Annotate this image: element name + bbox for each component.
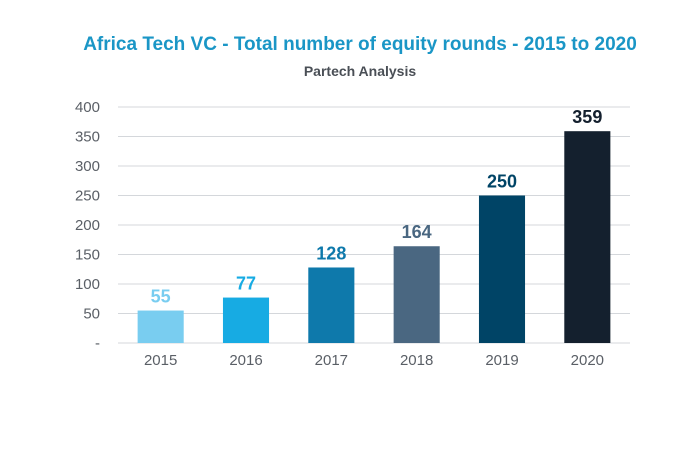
y-tick-label: 250 — [75, 188, 100, 205]
y-tick-label: 400 — [75, 99, 100, 116]
y-tick-label: 150 — [75, 247, 100, 264]
bar-2017 — [308, 267, 355, 343]
bar-2020 — [564, 131, 611, 343]
y-axis-ticks: - 50 100 150 200 250 300 350 400 — [75, 99, 100, 352]
x-axis-ticks: 2015 2016 2017 2018 2019 2020 — [144, 352, 604, 369]
chart-subtitle: Partech Analysis — [304, 63, 417, 79]
x-tick-label: 2018 — [400, 352, 433, 369]
gridlines — [118, 106, 630, 344]
chart-title: Africa Tech VC - Total number of equity … — [83, 34, 637, 55]
bars — [137, 131, 611, 343]
data-label: 55 — [151, 287, 171, 307]
bar-2019 — [478, 195, 526, 343]
y-tick-label: 350 — [75, 129, 100, 146]
y-tick-label: 50 — [83, 306, 100, 323]
bar-2015 — [137, 310, 184, 343]
bar-2016 — [222, 297, 270, 343]
x-tick-label: 2017 — [315, 352, 348, 369]
x-tick-label: 2015 — [144, 352, 177, 369]
data-labels: 55 77 128 164 250 359 — [151, 107, 603, 306]
data-label: 359 — [572, 107, 602, 127]
data-label: 77 — [236, 274, 256, 294]
x-tick-label: 2016 — [229, 352, 262, 369]
x-tick-label: 2019 — [485, 352, 518, 369]
y-tick-label: - — [95, 335, 100, 352]
bar-2018 — [393, 246, 440, 343]
data-label: 128 — [316, 243, 346, 263]
y-tick-label: 300 — [75, 158, 100, 175]
y-tick-label: 100 — [75, 276, 100, 293]
data-label: 250 — [487, 172, 517, 192]
data-label: 164 — [402, 222, 432, 242]
y-tick-label: 200 — [75, 217, 100, 234]
x-tick-label: 2020 — [571, 352, 604, 369]
